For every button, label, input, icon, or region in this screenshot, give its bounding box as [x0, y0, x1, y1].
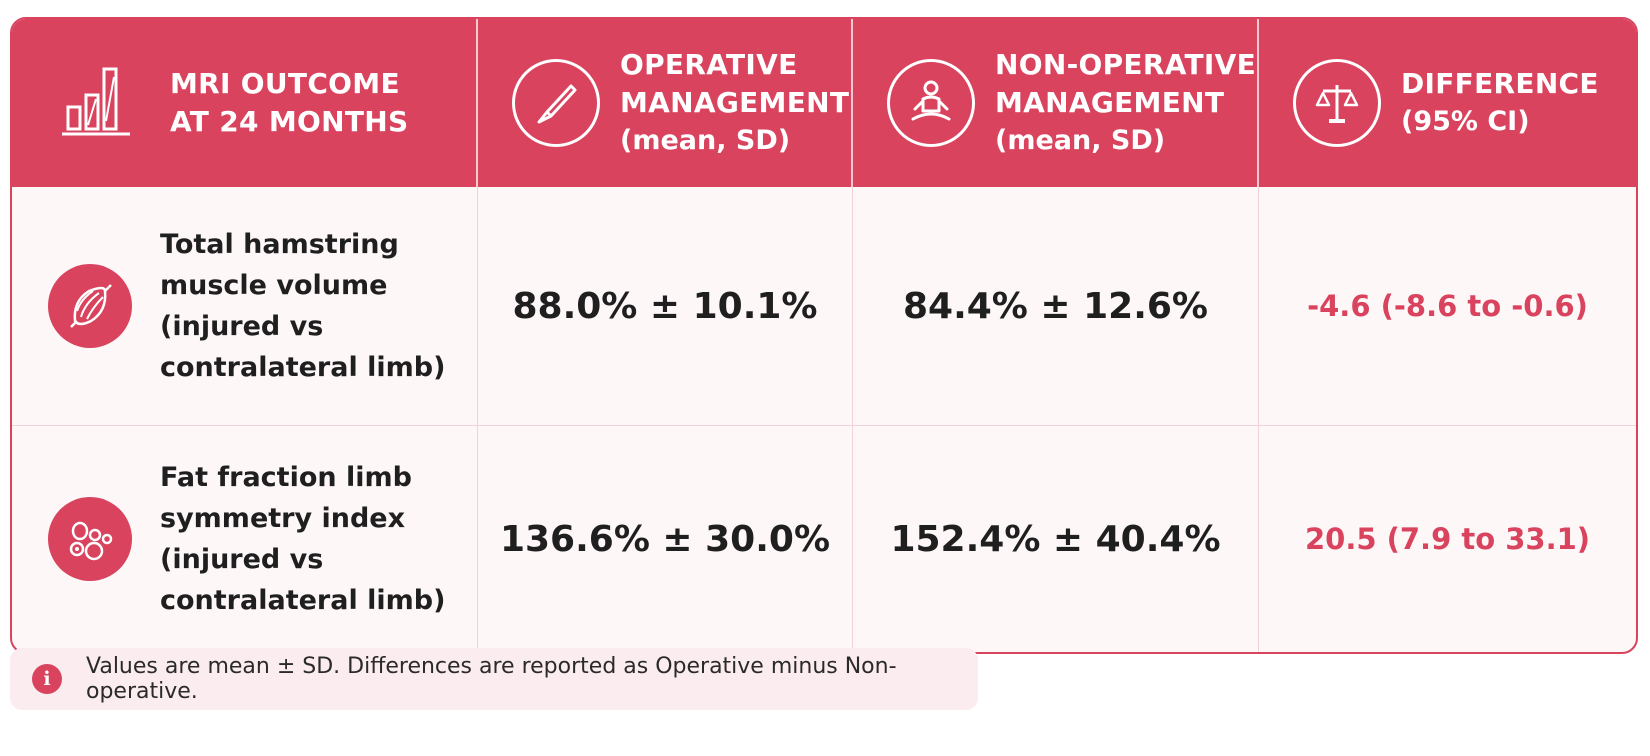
- outcomes-table: MRI OUTCOME AT 24 MONTHS OPERATIVE MANAG…: [10, 17, 1638, 654]
- balance-scale-icon: [1293, 59, 1381, 147]
- non-operative-value-fat-fraction: 152.4% ± 40.4%: [853, 426, 1259, 652]
- header-mri-outcome: MRI OUTCOME AT 24 MONTHS: [12, 19, 478, 187]
- header-difference-label: DIFFERENCE (95% CI): [1401, 67, 1599, 137]
- header-operative: OPERATIVE MANAGEMENT (mean, SD): [478, 19, 853, 187]
- operative-value-fat-fraction: 136.6% ± 30.0%: [478, 426, 853, 652]
- row-label-line: symmetry index: [160, 503, 406, 534]
- row-label-line: (injured vs: [160, 544, 324, 575]
- header-operative-label: OPERATIVE MANAGEMENT (mean, SD): [620, 48, 850, 156]
- header-mri-outcome-label: MRI OUTCOME AT 24 MONTHS: [170, 67, 409, 138]
- row-label-line: contralateral limb): [160, 585, 446, 616]
- info-icon: i: [32, 664, 62, 694]
- fat-cells-icon: [48, 497, 132, 581]
- bar-chart-icon: [62, 63, 132, 143]
- difference-value-hamstring-volume: -4.6 (-8.6 to -0.6): [1259, 187, 1636, 426]
- row-label-line: (injured vs: [160, 311, 324, 342]
- row-label-line: Total hamstring: [160, 229, 399, 260]
- header-non-operative-label: NON-OPERATIVE MANAGEMENT (mean, SD): [995, 48, 1257, 156]
- muscle-icon: [48, 264, 132, 348]
- footnote-text: Values are mean ± SD. Differences are re…: [86, 654, 897, 704]
- table-row-label-fat-fraction: Fat fraction limb symmetry index (injure…: [12, 426, 478, 652]
- table-row-label-hamstring-volume: Total hamstring muscle volume (injured v…: [12, 187, 478, 426]
- difference-value-fat-fraction: 20.5 (7.9 to 33.1): [1304, 522, 1591, 556]
- row-label-line: muscle volume: [160, 270, 388, 301]
- row-label-line: Fat fraction limb: [160, 462, 412, 493]
- header-non-operative: NON-OPERATIVE MANAGEMENT (mean, SD): [853, 19, 1259, 187]
- footnote: i Values are mean ± SD. Differences are …: [10, 648, 978, 710]
- row-label-line: contralateral limb): [160, 352, 446, 383]
- scalpel-icon: [512, 59, 600, 147]
- header-difference: DIFFERENCE (95% CI): [1259, 19, 1636, 187]
- non-operative-value-hamstring-volume: 84.4% ± 12.6%: [853, 187, 1259, 426]
- operative-value-hamstring-volume: 88.0% ± 10.1%: [478, 187, 853, 426]
- meditation-person-icon: [887, 59, 975, 147]
